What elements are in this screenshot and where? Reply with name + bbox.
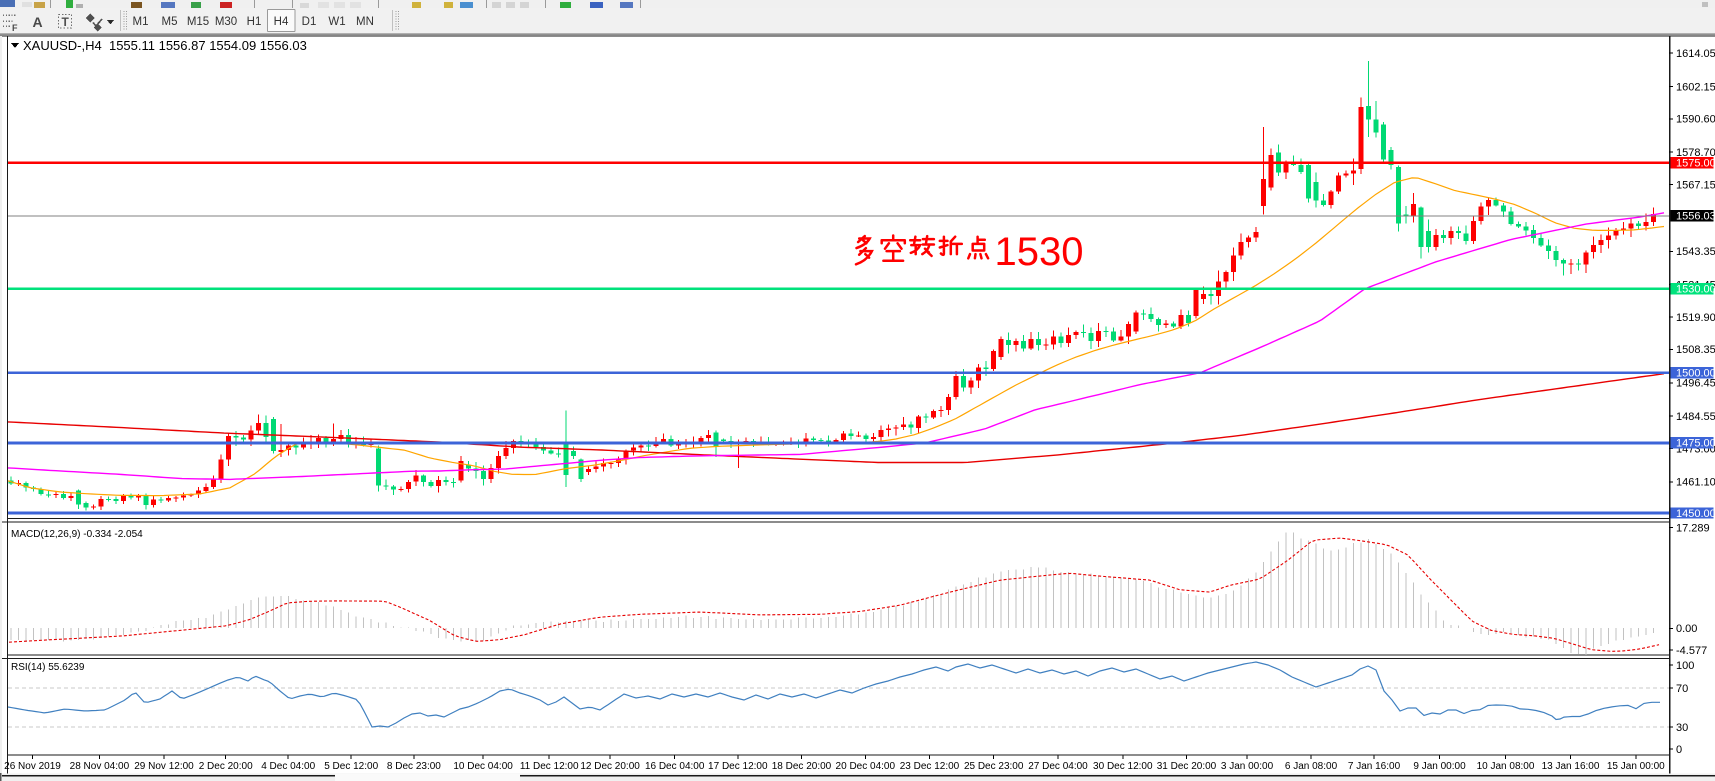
svg-text:MN: MN [356, 16, 374, 28]
svg-text:M1: M1 [133, 16, 149, 28]
svg-text:3 Jan 00:00: 3 Jan 00:00 [1221, 761, 1274, 772]
svg-text:1530.00: 1530.00 [1676, 284, 1715, 296]
svg-text:F: F [12, 23, 18, 33]
svg-text:29 Nov 12:00: 29 Nov 12:00 [134, 761, 194, 772]
svg-text:28 Nov 04:00: 28 Nov 04:00 [70, 761, 130, 772]
svg-text:RSI(14) 55.6239: RSI(14) 55.6239 [11, 662, 85, 673]
svg-text:1496.45: 1496.45 [1676, 378, 1715, 390]
svg-text:6 Jan 08:00: 6 Jan 08:00 [1285, 761, 1338, 772]
svg-text:10 Dec 04:00: 10 Dec 04:00 [453, 761, 513, 772]
svg-text:0.00: 0.00 [1676, 623, 1697, 635]
svg-text:XAUUSD-,H4 1555.11 1556.87 15: XAUUSD-,H4 1555.11 1556.87 1554.09 1556.… [23, 38, 307, 53]
svg-text:12 Dec 20:00: 12 Dec 20:00 [580, 761, 640, 772]
svg-text:1567.15: 1567.15 [1676, 179, 1715, 191]
svg-text:16 Dec 04:00: 16 Dec 04:00 [645, 761, 705, 772]
svg-text:-4.577: -4.577 [1676, 645, 1707, 657]
svg-text:2 Dec 20:00: 2 Dec 20:00 [199, 761, 253, 772]
svg-text:H1: H1 [247, 16, 262, 28]
svg-text:10 Jan 08:00: 10 Jan 08:00 [1477, 761, 1535, 772]
svg-text:23 Dec 12:00: 23 Dec 12:00 [900, 761, 960, 772]
svg-text:7 Jan 16:00: 7 Jan 16:00 [1348, 761, 1401, 772]
svg-text:1475.00: 1475.00 [1676, 438, 1715, 450]
svg-text:30: 30 [1676, 722, 1688, 734]
svg-text:27 Dec 04:00: 27 Dec 04:00 [1028, 761, 1088, 772]
svg-text:M30: M30 [215, 16, 237, 28]
svg-text:31 Dec 20:00: 31 Dec 20:00 [1157, 761, 1217, 772]
svg-text:8 Dec 23:00: 8 Dec 23:00 [387, 761, 441, 772]
svg-text:M5: M5 [162, 16, 178, 28]
svg-text:25 Dec 23:00: 25 Dec 23:00 [964, 761, 1024, 772]
svg-text:11 Dec 12:00: 11 Dec 12:00 [520, 761, 579, 772]
svg-text:100: 100 [1676, 660, 1694, 672]
svg-text:1508.35: 1508.35 [1676, 344, 1715, 356]
svg-text:T: T [62, 15, 70, 29]
svg-text:17.289: 17.289 [1676, 522, 1710, 534]
svg-text:1450.00: 1450.00 [1676, 508, 1715, 520]
svg-text:1543.35: 1543.35 [1676, 246, 1715, 258]
svg-text:4 Dec 04:00: 4 Dec 04:00 [261, 761, 315, 772]
svg-text:1500.00: 1500.00 [1676, 368, 1715, 380]
svg-text:W1: W1 [328, 16, 345, 28]
svg-text:1556.03: 1556.03 [1676, 211, 1715, 223]
svg-text:A: A [33, 14, 43, 30]
svg-text:1530: 1530 [995, 230, 1084, 274]
svg-text:13 Jan 16:00: 13 Jan 16:00 [1542, 761, 1600, 772]
svg-text:1484.55: 1484.55 [1676, 411, 1715, 423]
svg-text:M15: M15 [187, 16, 209, 28]
svg-text:9 Jan 00:00: 9 Jan 00:00 [1413, 761, 1466, 772]
svg-text:1602.15: 1602.15 [1676, 81, 1715, 93]
svg-text:17 Dec 12:00: 17 Dec 12:00 [708, 761, 768, 772]
svg-text:MACD(12,26,9) -0.334 -2.054: MACD(12,26,9) -0.334 -2.054 [11, 529, 143, 540]
svg-text:1575.00: 1575.00 [1676, 157, 1715, 169]
svg-text:26 Nov 2019: 26 Nov 2019 [4, 761, 61, 772]
svg-text:18 Dec 20:00: 18 Dec 20:00 [772, 761, 832, 772]
svg-text:D1: D1 [302, 16, 317, 28]
svg-text:1461.10: 1461.10 [1676, 477, 1715, 489]
svg-text:H4: H4 [274, 16, 289, 28]
svg-text:70: 70 [1676, 683, 1688, 695]
svg-text:1590.60: 1590.60 [1676, 114, 1715, 126]
svg-text:20 Dec 04:00: 20 Dec 04:00 [836, 761, 896, 772]
svg-text:15 Jan 00:00: 15 Jan 00:00 [1607, 761, 1665, 772]
svg-text:1578.70: 1578.70 [1676, 147, 1715, 159]
svg-text:5 Dec 12:00: 5 Dec 12:00 [324, 761, 378, 772]
svg-text:30 Dec 12:00: 30 Dec 12:00 [1093, 761, 1153, 772]
svg-text:0: 0 [1676, 744, 1682, 756]
svg-text:1614.05: 1614.05 [1676, 48, 1715, 60]
svg-text:1519.90: 1519.90 [1676, 312, 1715, 324]
